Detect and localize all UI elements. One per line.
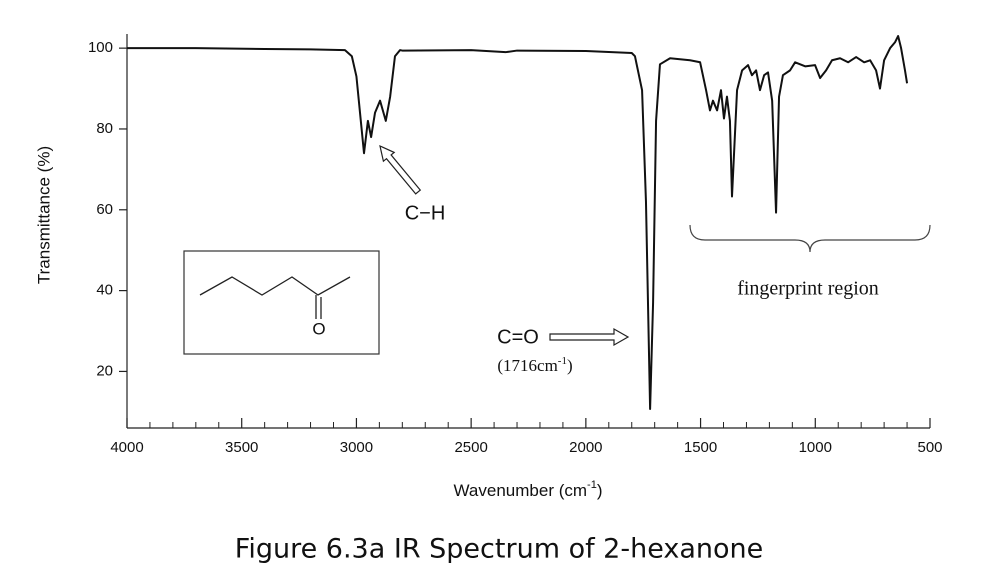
x-axis-label: Wavenumber (cm-1) (454, 479, 603, 501)
x-tick-label: 2000 (569, 439, 602, 456)
x-tick-label: 2500 (454, 439, 487, 456)
y-axis-label: Transmittance (%) (34, 146, 53, 284)
x-tick-label: 500 (917, 439, 942, 456)
x-tick-label: 1500 (684, 439, 717, 456)
y-tick-label: 100 (88, 39, 113, 56)
y-tick-label: 80 (96, 120, 113, 137)
spectrum-line (127, 35, 909, 411)
co-arrow (549, 327, 630, 347)
y-tick-label: 20 (96, 362, 113, 379)
co-wn-suffix: ) (567, 356, 573, 375)
ch-arrow (379, 144, 422, 195)
x-tick-label: 3000 (340, 439, 373, 456)
co-label: C=O (497, 326, 539, 348)
x-label-suffix: ) (597, 481, 603, 500)
ch-label: C−H (405, 202, 446, 224)
fingerprint-brace (689, 224, 931, 253)
x-tick-label: 3500 (225, 439, 258, 456)
x-label-text: Wavenumber (cm (454, 481, 588, 500)
co-wavenumber: (1716cm-1) (497, 355, 572, 375)
x-tick-label: 1000 (799, 439, 832, 456)
x-tick-label: 4000 (110, 439, 143, 456)
x-label-sup: -1 (587, 479, 597, 491)
co-wn-text: (1716cm (497, 356, 557, 375)
molecule-atom: O (312, 319, 325, 338)
y-tick-label: 40 (96, 282, 113, 299)
y-tick-label: 60 (96, 201, 113, 218)
molecule-box (183, 250, 380, 355)
molecule-skeleton (199, 276, 351, 296)
co-wn-sup: -1 (558, 355, 567, 367)
figure-title: Figure 6.3a IR Spectrum of 2-hexanone (235, 534, 763, 565)
fingerprint-label: fingerprint region (737, 278, 879, 300)
